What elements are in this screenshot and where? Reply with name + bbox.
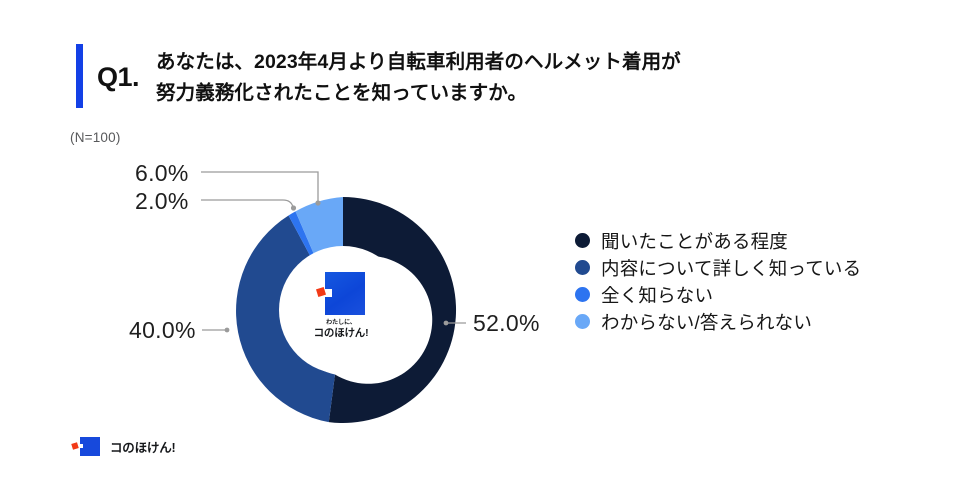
- footer-brand-square-shape: [80, 437, 100, 456]
- footer-brand-logo: コのほけん!: [71, 436, 176, 456]
- question-header: Q1. あなたは、2023年4月より自転車利用者のヘルメット着用が 努力義務化さ…: [76, 44, 681, 109]
- legend-item-1: 内容について詳しく知っている: [575, 254, 861, 281]
- footer-brand-name: コのほけん!: [110, 440, 176, 455]
- accent-bar: [76, 44, 83, 108]
- sample-size-note: (N=100): [70, 130, 121, 145]
- legend-item-3: わからない/答えられない: [575, 308, 861, 335]
- chart-legend: 聞いたことがある程度 内容について詳しく知っている 全く知らない わからない/答…: [575, 227, 861, 335]
- brand-mark-icon: [316, 272, 365, 315]
- legend-label-0: 聞いたことがある程度: [601, 230, 789, 252]
- legend-label-3: わからない/答えられない: [601, 311, 813, 333]
- brand-notch-shape: [321, 289, 332, 297]
- legend-swatch-icon-2: [575, 287, 590, 302]
- slice-label-2: 2.0%: [135, 188, 189, 214]
- question-number: Q1.: [97, 62, 140, 92]
- footer-brand-mark-icon: [71, 436, 102, 456]
- leader-line-2: [201, 199, 297, 211]
- legend-label-2: 全く知らない: [601, 284, 714, 306]
- slice-label-52: 52.0%: [473, 310, 540, 336]
- center-brand-logo: わたしに、 コのほけん!: [296, 272, 386, 352]
- legend-item-2: 全く知らない: [575, 281, 861, 308]
- brand-name: コのほけん!: [313, 326, 369, 339]
- legend-swatch-icon-3: [575, 314, 590, 329]
- legend-swatch-icon-0: [575, 233, 590, 248]
- legend-swatch-icon-1: [575, 260, 590, 275]
- question-title: あなたは、2023年4月より自転車利用者のヘルメット着用が 努力義務化されたこと…: [156, 47, 681, 109]
- legend-item-0: 聞いたことがある程度: [575, 227, 861, 254]
- leader-line-6: [201, 171, 321, 206]
- leader-line-52: [443, 320, 466, 326]
- footer-brand-dot-shape: [71, 442, 79, 450]
- slice-label-40: 40.0%: [129, 317, 196, 343]
- footer-brand-notch-shape: [77, 444, 83, 448]
- slice-label-6: 6.0%: [135, 160, 189, 186]
- donut-slice-4: [295, 197, 343, 261]
- legend-label-1: 内容について詳しく知っている: [601, 257, 862, 279]
- question-title-line-1: あなたは、2023年4月より自転車利用者のヘルメット着用が: [156, 51, 681, 73]
- leader-line-40: [202, 327, 230, 333]
- donut-slice-3: [288, 211, 316, 260]
- question-title-line-2: 努力義務化されたことを知っていますか。: [156, 82, 528, 104]
- brand-tagline: わたしに、: [326, 320, 356, 326]
